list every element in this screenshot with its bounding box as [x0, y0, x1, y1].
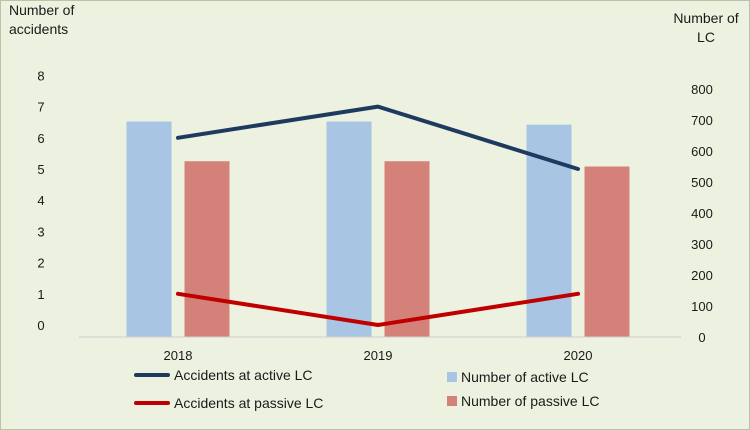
line-series-1	[176, 291, 580, 327]
line-series-0	[176, 104, 580, 171]
left-tick-label: 4	[37, 193, 44, 208]
legend-item-passive-lc: Number of passive LC	[447, 393, 600, 409]
left-tick-label: 2	[37, 256, 44, 271]
legend-item-passive-accidents: Accidents at passive LC	[134, 395, 323, 411]
right-tick-label: 500	[691, 175, 713, 190]
right-tick-label: 300	[691, 237, 713, 252]
right-tick-label: 0	[698, 330, 705, 345]
right-tick-label: 600	[691, 144, 713, 159]
legend-swatch-active-lc	[447, 372, 457, 382]
legend-swatch-passive-lc	[447, 396, 457, 406]
left-tick-label: 7	[37, 100, 44, 115]
right-tick-label: 800	[691, 82, 713, 97]
bar-0-0	[126, 121, 172, 337]
right-tick-label: 200	[691, 268, 713, 283]
legend-swatch-passive-accidents	[134, 401, 170, 405]
category-label: 2018	[164, 348, 193, 363]
legend-item-active-lc: Number of active LC	[447, 369, 589, 385]
left-tick-label: 1	[37, 287, 44, 302]
left-tick-label: 5	[37, 162, 44, 177]
bar-1-2	[584, 166, 630, 337]
left-tick-label: 0	[37, 318, 44, 333]
bar-1-1	[384, 161, 430, 337]
legend-swatch-active-accidents	[134, 373, 170, 377]
bar-1-0	[184, 161, 230, 337]
right-tick-label: 100	[691, 299, 713, 314]
category-label: 2019	[364, 348, 393, 363]
legend-label-passive-accidents: Accidents at passive LC	[174, 395, 324, 411]
bar-0-1	[326, 121, 372, 337]
left-tick-label: 6	[37, 131, 44, 146]
legend-item-active-accidents: Accidents at active LC	[134, 367, 313, 383]
legend-label-passive-lc: Number of passive LC	[461, 393, 600, 409]
legend-label-active-lc: Number of active LC	[461, 369, 589, 385]
left-axis-title: Number of accidents	[9, 2, 75, 37]
legend-label-active-accidents: Accidents at active LC	[174, 367, 313, 383]
left-tick-label: 8	[37, 68, 44, 83]
right-tick-label: 400	[691, 206, 713, 221]
right-tick-label: 700	[691, 113, 713, 128]
right-axis-title: Number of LC	[673, 10, 739, 45]
category-label: 2020	[564, 348, 593, 363]
left-tick-label: 3	[37, 224, 44, 239]
